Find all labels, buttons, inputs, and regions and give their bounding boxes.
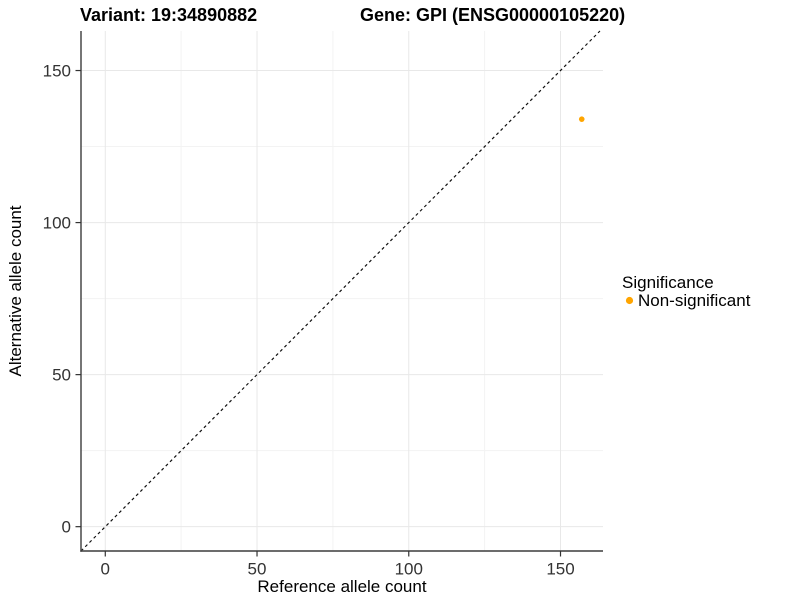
x-axis-title: Reference allele count (257, 577, 426, 596)
y-axis-title: Alternative allele count (6, 205, 25, 376)
plot-title-variant: Variant: 19:34890882 (80, 5, 257, 25)
legend: Significance Non-significant (622, 273, 751, 310)
grid-layer (81, 31, 603, 551)
y-tick-label: 100 (43, 214, 71, 233)
legend-point-icon (625, 296, 634, 305)
y-tick-label: 0 (62, 518, 71, 537)
data-point (578, 116, 585, 122)
identity-line-layer (80, 30, 601, 552)
points-layer (578, 116, 585, 122)
axis-layer: 0 50 100 150 0 50 100 150 (43, 31, 603, 579)
x-tick-label: 0 (101, 560, 110, 579)
x-tick-label: 100 (395, 560, 423, 579)
identity-dashed-line (80, 30, 601, 552)
legend-title: Significance (622, 273, 714, 292)
plot-title-gene: Gene: GPI (ENSG00000105220) (360, 5, 625, 25)
x-tick-label: 150 (546, 560, 574, 579)
x-tick-label: 50 (248, 560, 267, 579)
legend-item-label: Non-significant (638, 291, 751, 310)
y-tick-label: 150 (43, 62, 71, 81)
y-tick-label: 50 (52, 366, 71, 385)
